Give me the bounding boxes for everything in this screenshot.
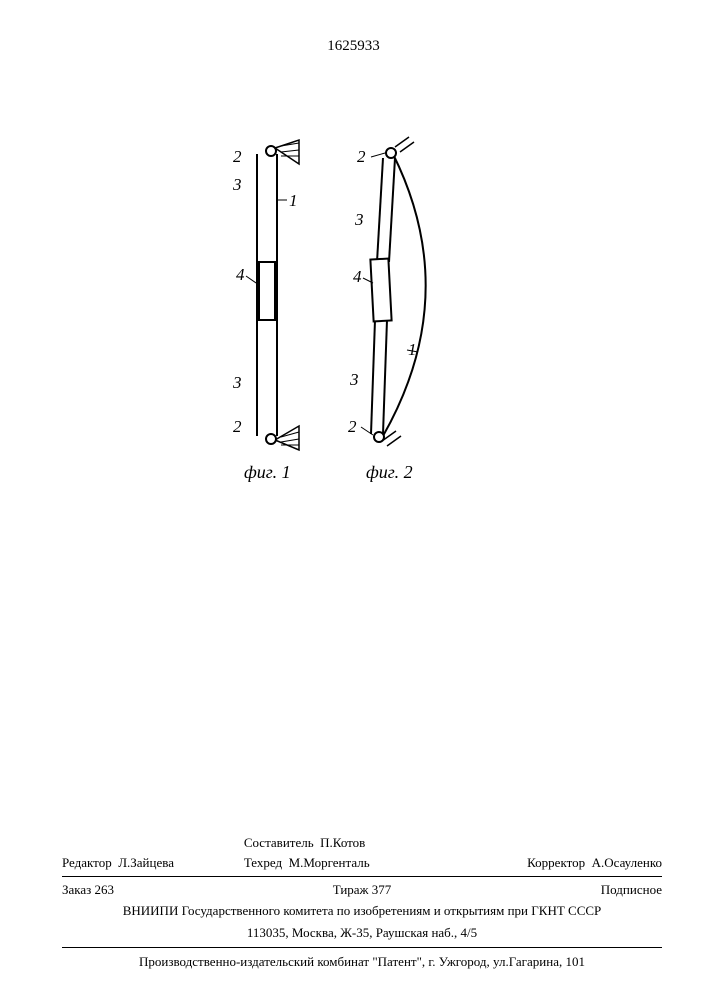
middle-element — [259, 262, 275, 320]
middle-element — [370, 259, 391, 322]
editor-label: Редактор — [62, 855, 112, 870]
techred-name: М.Моргенталь — [289, 855, 370, 870]
label-1: 1 — [289, 191, 298, 210]
org-line-2: 113035, Москва, Ж-35, Раушская наб., 4/5 — [62, 922, 662, 944]
label-2-top: 2 — [357, 147, 366, 166]
techred-label: Техред — [244, 855, 282, 870]
chord-top-right — [389, 158, 395, 262]
label-1: 1 — [408, 340, 417, 359]
fig1-caption: фиг. 1 — [244, 462, 291, 483]
label-4: 4 — [236, 265, 245, 284]
org-line-1: ВНИИПИ Государственного комитета по изоб… — [62, 900, 662, 922]
chord-top-left — [377, 158, 383, 262]
fig2-caption: фиг. 2 — [366, 462, 413, 483]
chord-bot-right — [383, 320, 387, 434]
footer-block: Составитель П.Котов Редактор Л.Зайцева Т… — [62, 833, 662, 973]
label-3-bot: 3 — [232, 373, 242, 392]
corrector-name: А.Осауленко — [592, 855, 662, 870]
chord-bot-left — [371, 320, 375, 434]
figure-2: 2 3 4 1 3 2 — [345, 140, 485, 450]
label-2-bot: 2 — [348, 417, 357, 436]
footer-hr-2 — [62, 947, 662, 948]
bot-hatch-triangle — [275, 426, 299, 450]
label-2-top: 2 — [233, 147, 242, 166]
label-3-top: 3 — [232, 175, 242, 194]
top-hinge — [266, 146, 276, 156]
press-line: Производственно-издательский комбинат "П… — [62, 951, 662, 973]
bot-hinge — [266, 434, 276, 444]
editor-name: Л.Зайцева — [118, 855, 174, 870]
subscription: Подписное — [462, 882, 662, 898]
circulation: Тираж 377 — [262, 882, 462, 898]
compiler-label: Составитель — [244, 835, 314, 850]
top-hinge — [386, 148, 396, 158]
label-4: 4 — [353, 267, 362, 286]
order: Заказ 263 — [62, 882, 262, 898]
label-3-top: 3 — [354, 210, 364, 229]
label-3-bot: 3 — [349, 370, 359, 389]
page-number: 1625933 — [327, 38, 380, 55]
compiler-name: П.Котов — [320, 835, 365, 850]
label-2-bot: 2 — [233, 417, 242, 436]
figures-area: 2 3 1 4 3 2 фиг. 1 2 3 4 1 3 2 — [0, 140, 707, 540]
figure-1: 2 3 1 4 3 2 — [223, 140, 333, 450]
corrector-label: Корректор — [527, 855, 585, 870]
footer-hr-1 — [62, 876, 662, 877]
